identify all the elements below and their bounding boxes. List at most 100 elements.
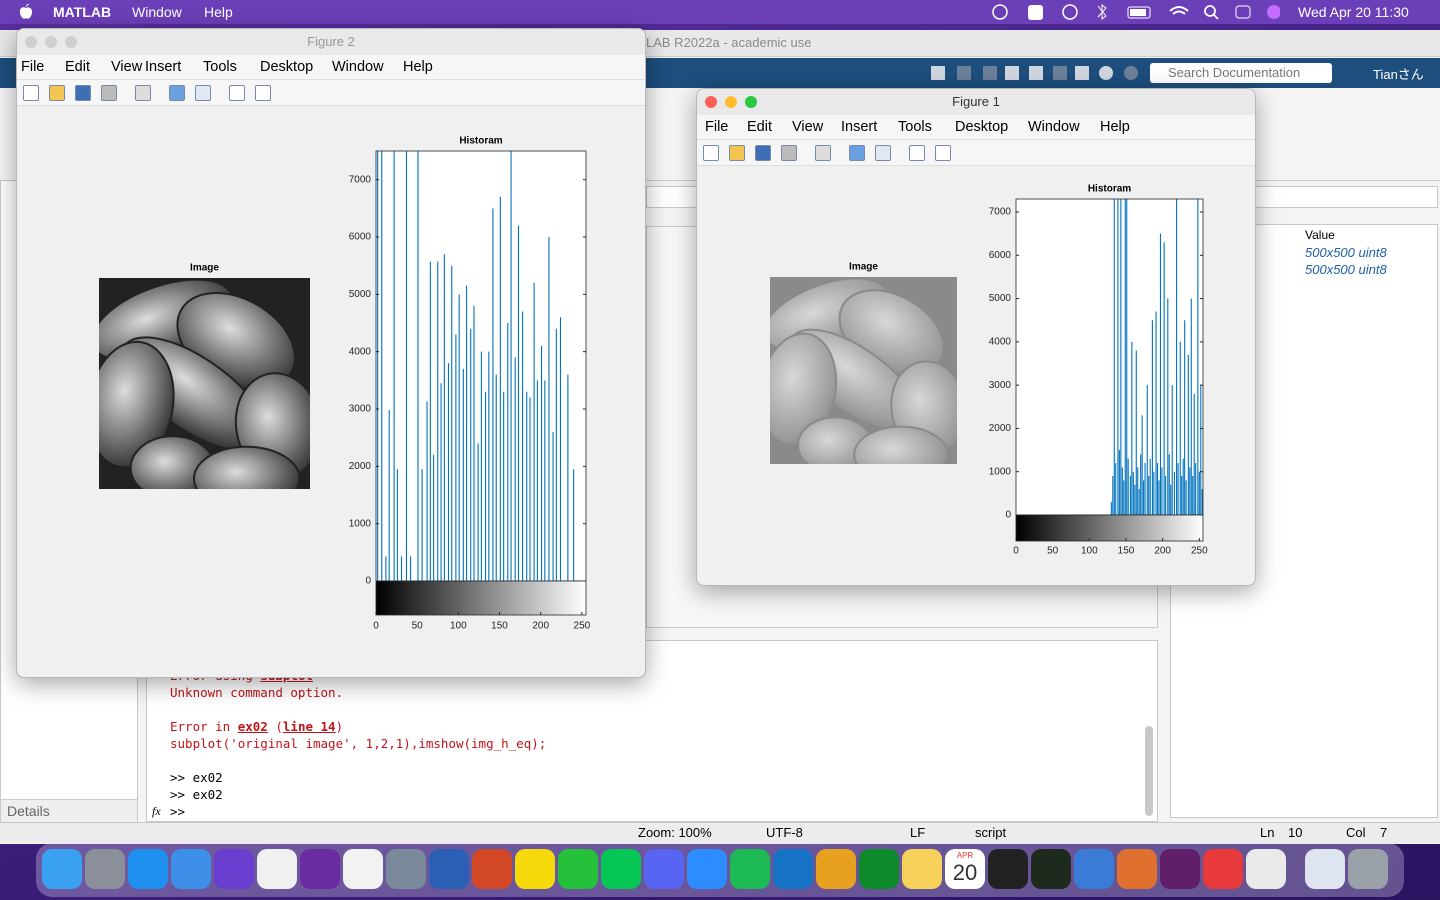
menu-item[interactable]: Desktop <box>955 119 1009 135</box>
dock-icon[interactable] <box>257 849 297 889</box>
toolbar-button[interactable] <box>101 85 117 101</box>
dock-icon[interactable]: APR 20 <box>945 849 985 889</box>
user-menu[interactable]: Tianさん <box>1373 67 1424 82</box>
menu-item[interactable]: Insert <box>841 119 878 135</box>
close-button[interactable] <box>25 36 37 48</box>
clock[interactable]: Wed Apr 20 11:30 <box>1298 4 1409 20</box>
dock-icon[interactable] <box>386 849 426 889</box>
menu-item[interactable]: File <box>705 119 729 135</box>
menu-item[interactable]: View <box>792 119 824 135</box>
workspace-value[interactable]: 500x500 uint8 <box>1305 245 1387 260</box>
menu-item[interactable]: File <box>21 59 45 75</box>
x-tick-label: 0 <box>1013 546 1019 557</box>
dock-icon[interactable] <box>1348 849 1388 889</box>
toolbar-button[interactable] <box>909 145 925 161</box>
toolbar-button[interactable] <box>23 85 39 101</box>
dock-icon[interactable] <box>515 849 555 889</box>
figure-canvas: ImageHistoram010002000300040005000600070… <box>770 184 1208 557</box>
dock-icon[interactable] <box>1117 849 1157 889</box>
scrollbar[interactable] <box>1145 726 1153 816</box>
dock-icon[interactable] <box>1074 849 1114 889</box>
dock-icon[interactable] <box>1305 849 1345 889</box>
y-tick-label: 0 <box>365 576 371 587</box>
menu-item[interactable]: View <box>111 59 143 75</box>
toolbar-button[interactable] <box>875 145 891 161</box>
details-bar[interactable]: Details <box>1 799 137 822</box>
dock-icon[interactable] <box>1160 849 1200 889</box>
dock-icon[interactable] <box>343 849 383 889</box>
dock-icon[interactable] <box>902 849 942 889</box>
toolbar-button[interactable] <box>849 145 865 161</box>
toolbar-button[interactable] <box>703 145 719 161</box>
chart-title: Historam <box>459 136 502 147</box>
dock-icon[interactable] <box>687 849 727 889</box>
menu-item[interactable]: Help <box>1100 119 1130 135</box>
dock-icon[interactable] <box>42 849 82 889</box>
dock-icon[interactable] <box>988 849 1028 889</box>
menu-item[interactable]: Window <box>332 59 384 75</box>
apple-logo[interactable] <box>18 3 34 21</box>
menu-item[interactable]: Insert <box>145 59 182 75</box>
toolbar-button[interactable] <box>135 85 151 101</box>
toolbar-button[interactable] <box>781 145 797 161</box>
dock-icon[interactable] <box>859 849 899 889</box>
dock-icon[interactable] <box>472 849 512 889</box>
dock-icon[interactable] <box>730 849 770 889</box>
dock-icon[interactable] <box>644 849 684 889</box>
dock-icon[interactable] <box>1203 849 1243 889</box>
dock-icon[interactable] <box>85 849 125 889</box>
menu-item[interactable]: Edit <box>747 119 772 135</box>
menu-item[interactable]: Window <box>1028 119 1080 135</box>
menu-item[interactable]: Edit <box>65 59 90 75</box>
toolbar-button[interactable] <box>229 85 245 101</box>
dock-icon[interactable] <box>558 849 598 889</box>
figure-menu: File Edit View Insert Tools Desktop Window Help <box>697 115 1255 140</box>
y-tick-label: 7000 <box>989 207 1012 218</box>
line-label: Ln <box>1260 825 1275 840</box>
fx-button[interactable]: fx <box>152 804 161 818</box>
toolbar-button[interactable] <box>755 145 771 161</box>
link[interactable]: ex02 <box>237 719 268 734</box>
dock-icon[interactable] <box>128 849 168 889</box>
app-menu[interactable]: MATLAB <box>53 4 112 20</box>
zoom-button[interactable] <box>65 36 77 48</box>
x-tick-label: 150 <box>491 621 508 632</box>
dock-icon[interactable] <box>214 849 254 889</box>
figure-title: Figure 2 <box>307 34 355 49</box>
toolbar-button[interactable] <box>195 85 211 101</box>
dock-icon[interactable] <box>300 849 340 889</box>
dock-icon[interactable] <box>816 849 856 889</box>
quick-access-icons[interactable] <box>925 64 1145 82</box>
x-tick-label: 50 <box>412 621 424 632</box>
y-tick-label: 7000 <box>349 174 372 185</box>
menu-item[interactable]: Tools <box>898 119 932 135</box>
dock-icon[interactable] <box>171 849 211 889</box>
dock-icon[interactable] <box>601 849 641 889</box>
workspace-value[interactable]: 500x500 uint8 <box>1305 262 1387 277</box>
menu-item[interactable]: Window <box>132 4 182 20</box>
zoom-button[interactable] <box>745 96 757 108</box>
toolbar-button[interactable] <box>255 85 271 101</box>
link[interactable]: line 14 <box>282 719 336 734</box>
menu-item[interactable]: Desktop <box>260 59 314 75</box>
toolbar-button[interactable] <box>935 145 951 161</box>
menu-item[interactable]: Help <box>204 4 233 20</box>
figure-menu: File Edit View Insert Tools Desktop Window Help <box>17 55 645 80</box>
dock-icon[interactable] <box>1246 849 1286 889</box>
line-ending: LF <box>910 825 926 840</box>
minimize-button[interactable] <box>45 36 57 48</box>
figure-toolbar <box>17 80 645 106</box>
minimize-button[interactable] <box>725 96 737 108</box>
dock-icon[interactable] <box>429 849 469 889</box>
toolbar-button[interactable] <box>815 145 831 161</box>
search-box[interactable]: Search Documentation <box>1150 63 1332 83</box>
dock-icon[interactable] <box>773 849 813 889</box>
dock-icon[interactable] <box>1031 849 1071 889</box>
toolbar-button[interactable] <box>729 145 745 161</box>
toolbar-button[interactable] <box>169 85 185 101</box>
menu-item[interactable]: Help <box>403 59 433 75</box>
menu-item[interactable]: Tools <box>203 59 237 75</box>
toolbar-button[interactable] <box>49 85 65 101</box>
toolbar-button[interactable] <box>75 85 91 101</box>
close-button[interactable] <box>705 96 717 108</box>
